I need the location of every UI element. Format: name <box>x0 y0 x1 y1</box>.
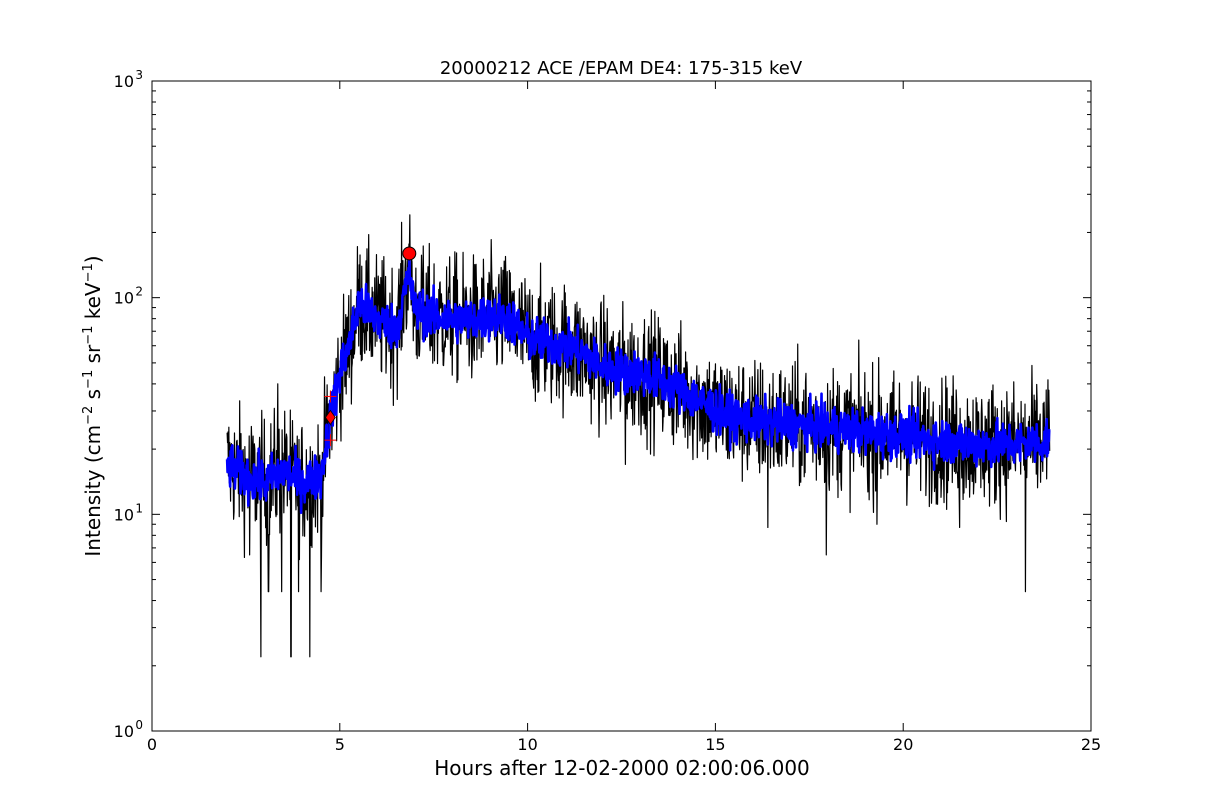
y-tick-label-exp: 3 <box>135 68 143 82</box>
y-tick-label-exp: 2 <box>135 285 143 299</box>
y-axis-title-part: sr <box>81 344 105 370</box>
y-tick-label: 10 <box>114 722 134 741</box>
y-axis-title-exp: −1 <box>81 370 96 389</box>
x-tick-label: 20 <box>893 735 913 754</box>
onset-error-marker <box>324 390 337 403</box>
onset-marker <box>325 409 336 426</box>
y-axis-title: Intensity (cm−2 s−1 sr−1 keV−1) <box>81 255 105 556</box>
series-line-smoothed <box>225 250 1051 514</box>
plot-data-group <box>225 214 1051 658</box>
y-tick-label-exp: 1 <box>135 501 143 515</box>
y-axis-title-part: keV <box>81 282 105 326</box>
y-tick-label-exp: 0 <box>135 718 143 732</box>
y-axis-title-part: Intensity (cm <box>81 425 105 557</box>
y-axis-title-exp: −1 <box>81 326 96 345</box>
x-tick-label: 15 <box>705 735 725 754</box>
x-axis-title: Hours after 12-02-2000 02:00:06.000 <box>434 756 810 780</box>
y-axis-title-part: ) <box>81 255 105 263</box>
y-axis-title-exp: −2 <box>81 406 96 425</box>
y-axis-title-part: s <box>81 389 105 406</box>
x-tick-label: 5 <box>335 735 345 754</box>
y-axis-title-exp: −1 <box>81 263 96 282</box>
y-tick-label: 10 <box>114 72 134 91</box>
y-tick-label: 10 <box>114 505 134 524</box>
x-tick-label: 0 <box>147 735 157 754</box>
x-tick-label: 25 <box>1081 735 1101 754</box>
y-tick-label: 10 <box>114 289 134 308</box>
plot-frame <box>151 80 1092 732</box>
peak-marker <box>402 246 417 261</box>
chart-title: 20000212 ACE /EPAM DE4: 175-315 keV <box>440 58 803 79</box>
x-tick-label: 10 <box>517 735 537 754</box>
onset-error-marker <box>324 434 337 447</box>
